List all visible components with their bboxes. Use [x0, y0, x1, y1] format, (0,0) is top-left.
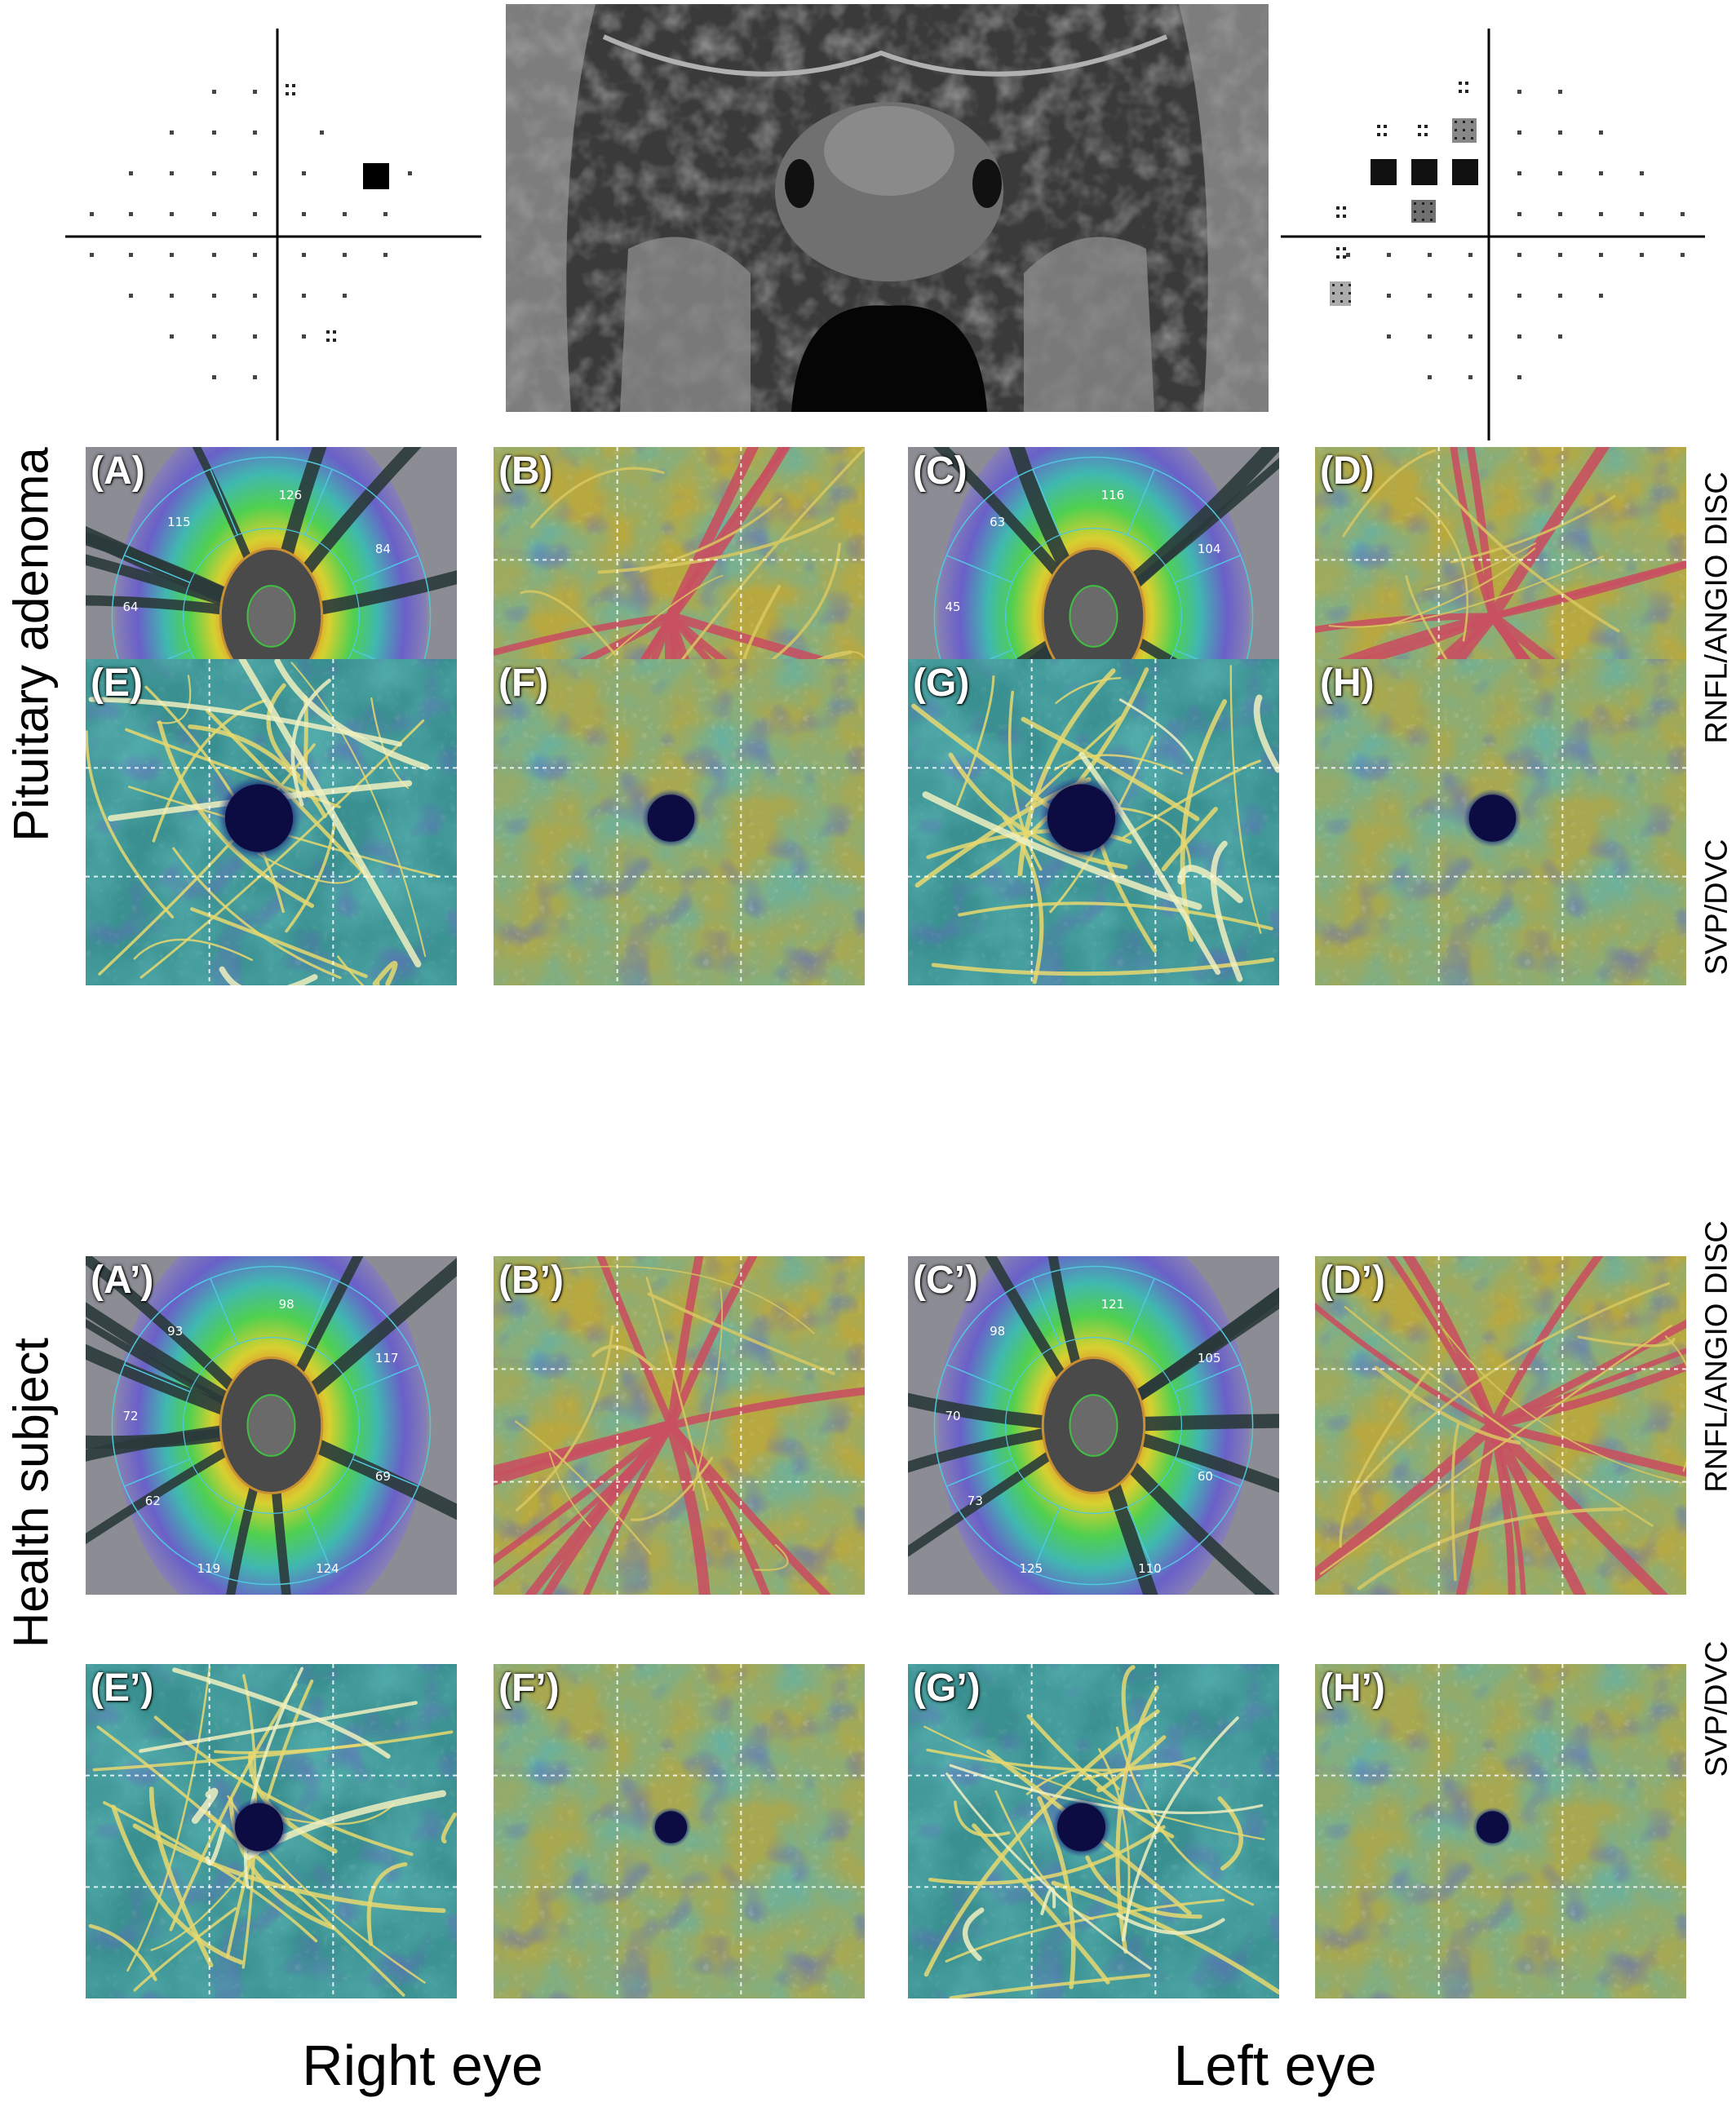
- panel-label: (F): [498, 662, 549, 705]
- sector-value: 70: [945, 1408, 961, 1423]
- panel-b2-angio-image: (B’): [494, 1256, 865, 1595]
- sector-value: 69: [374, 1469, 391, 1485]
- sector-value: 125: [1019, 1560, 1043, 1576]
- sector-value: 105: [1197, 1351, 1221, 1366]
- sector-value: 45: [945, 599, 961, 614]
- sector-value: 93: [167, 1324, 184, 1339]
- panel-label: (C’): [913, 1259, 978, 1302]
- visual-field-left-eye: [1281, 29, 1705, 440]
- panel-label: (F’): [498, 1666, 560, 1710]
- visual-field-right-eye: [65, 29, 481, 440]
- sector-value: 60: [1197, 1469, 1213, 1485]
- panel-label: (D’): [1320, 1259, 1385, 1302]
- panel-label: (A’): [91, 1259, 154, 1302]
- panel-label: (H): [1320, 662, 1375, 705]
- side-label-svp-dvc: SVP/DVC: [1699, 1640, 1734, 1777]
- mri-coronal-image: [506, 4, 1269, 412]
- panel-label: (E): [91, 662, 143, 705]
- sector-value: 121: [1100, 1296, 1125, 1312]
- sector-value: 73: [967, 1493, 983, 1508]
- side-label-rnfl-angio-disc: RNFL/ANGIO DISC: [1699, 471, 1734, 744]
- sector-value: 62: [144, 1493, 161, 1508]
- panel-label: (D): [1320, 449, 1375, 493]
- panel-a2-disc-image: (A’) 98 117 93 72 62 69 119 124: [86, 1256, 457, 1595]
- panel-f2-dvc-image: (F’): [494, 1664, 865, 1998]
- row-label-health-subject: Health subject: [3, 1337, 59, 1649]
- panel-g2-svp-image: (G’): [908, 1664, 1279, 1998]
- sector-value: 98: [278, 1296, 294, 1312]
- panel-h2-dvc-image: (H’): [1315, 1664, 1686, 1998]
- panel-d2-angio-image: (D’): [1315, 1256, 1686, 1595]
- panel-g-svp-image: (G): [908, 659, 1279, 985]
- panel-e-svp-image: (E): [86, 659, 457, 985]
- panel-f-dvc-image: (F): [494, 659, 865, 985]
- sector-value: 124: [316, 1560, 339, 1576]
- sector-value: 116: [1100, 487, 1125, 502]
- panel-e2-svp-image: (E’): [86, 1664, 457, 1998]
- panel-label: (G’): [913, 1666, 981, 1710]
- panel-label: (B): [498, 449, 553, 493]
- sector-value: 110: [1138, 1560, 1162, 1576]
- panel-h-dvc-image: (H): [1315, 659, 1686, 985]
- sector-value: 117: [374, 1351, 399, 1366]
- side-label-svp-dvc: SVP/DVC: [1699, 839, 1734, 976]
- panel-label: (B’): [498, 1259, 564, 1302]
- row-label-pituitary-adenoma: Pituitary adenoma: [3, 447, 59, 842]
- sector-value: 126: [278, 487, 303, 502]
- sector-value: 63: [990, 515, 1006, 529]
- panel-label: (G): [913, 662, 970, 705]
- column-label-left-eye: Left eye: [1173, 2034, 1377, 2097]
- panel-label: (E’): [91, 1666, 154, 1710]
- sector-value: 84: [374, 542, 391, 557]
- sector-value: 104: [1197, 542, 1221, 557]
- sector-value: 98: [990, 1324, 1006, 1339]
- sector-value: 119: [197, 1560, 221, 1576]
- panel-label: (H’): [1320, 1666, 1385, 1710]
- panel-label: (A): [91, 449, 145, 493]
- sector-value: 115: [167, 515, 191, 529]
- side-label-rnfl-angio-disc: RNFL/ANGIO DISC: [1699, 1220, 1734, 1493]
- panel-label: (C): [913, 449, 968, 493]
- sector-value: 72: [122, 1408, 139, 1423]
- panel-c2-disc-image: (C’) 121 105 98 70 73 60 125 110: [908, 1256, 1279, 1595]
- column-label-right-eye: Right eye: [302, 2034, 543, 2097]
- sector-value: 64: [122, 599, 139, 614]
